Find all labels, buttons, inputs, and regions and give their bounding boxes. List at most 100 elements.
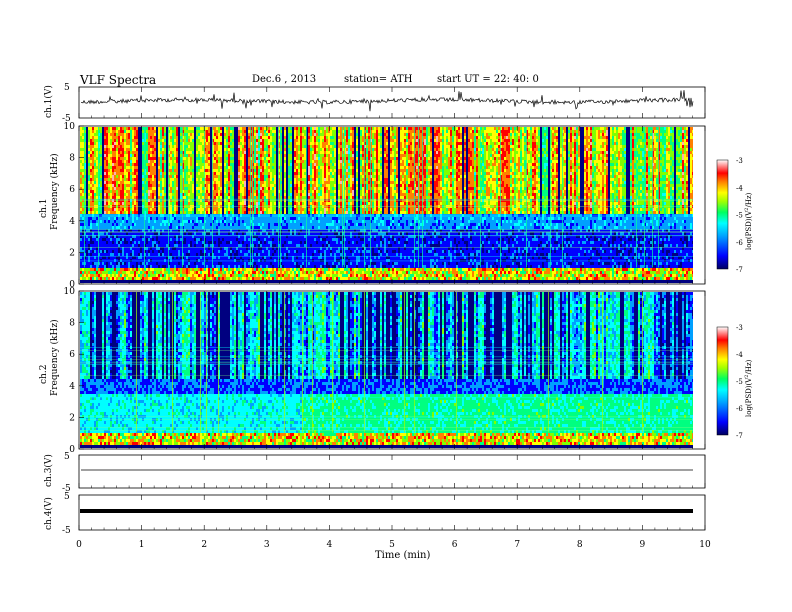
spectrogram-cell (198, 157, 200, 160)
spectrogram-cell (152, 184, 154, 187)
spectrogram-cell (254, 274, 256, 277)
spectrogram-cell (88, 211, 90, 214)
spectrogram-cell (100, 184, 102, 187)
spectrogram-cell (172, 253, 174, 256)
spectrogram-cell (210, 268, 212, 271)
spectrogram-cell (132, 190, 134, 193)
spectrogram-cell (268, 133, 270, 136)
spectrogram-cell (270, 169, 272, 172)
spectrogram-cell (126, 280, 128, 283)
spectrogram-cell (228, 241, 230, 244)
spectrogram-cell (216, 184, 218, 187)
spectrogram-cell (186, 211, 188, 214)
spectrogram-cell (164, 172, 166, 175)
spectrogram-cell (248, 169, 250, 172)
spectrogram-cell (152, 274, 154, 277)
spectrogram-cell (190, 181, 192, 184)
spectrogram-cell (140, 184, 142, 187)
spectrogram-cell (218, 202, 220, 205)
spectrogram-cell (102, 145, 104, 148)
spectrogram-cell (116, 277, 118, 280)
spectrogram-cell (164, 184, 166, 187)
spectrogram-cell (226, 172, 228, 175)
spectrogram-cell (236, 208, 238, 211)
spectrogram-cell (108, 175, 110, 178)
spectrogram-cell (148, 133, 150, 136)
spectrogram-cell (160, 142, 162, 145)
spectrogram-cell (90, 238, 92, 241)
spectrogram-cell (192, 196, 194, 199)
spectrogram-cell (122, 193, 124, 196)
spectrogram-cell (102, 226, 104, 229)
spectrogram-cell (114, 226, 116, 229)
spectrogram-cell (220, 238, 222, 241)
spectrogram-cell (88, 274, 90, 277)
spectrogram-cell (82, 268, 84, 271)
spectrogram-cell (248, 178, 250, 181)
spectrogram-cell (162, 262, 164, 265)
spectrogram-cell (132, 157, 134, 160)
spectrogram-cell (228, 202, 230, 205)
spectrogram-cell (128, 157, 130, 160)
spectrogram-cell (116, 220, 118, 223)
spectrogram-cell (258, 148, 260, 151)
spectrogram-cell (90, 145, 92, 148)
spectrogram-cell (82, 133, 84, 136)
spectrogram-cell (180, 157, 182, 160)
spectrogram-cell (186, 175, 188, 178)
spectrogram-cell (206, 223, 208, 226)
spectrogram-cell (224, 208, 226, 211)
spectrogram-cell (152, 223, 154, 226)
spectrogram-cell (184, 163, 186, 166)
spectrogram-cell (172, 190, 174, 193)
spectrogram-cell (180, 184, 182, 187)
spectrogram-cell (180, 202, 182, 205)
spectrogram-cell (238, 196, 240, 199)
spectrogram-cell (260, 169, 262, 172)
spectrogram-cell (246, 163, 248, 166)
spectrogram-cell (120, 184, 122, 187)
spectrogram-cell (130, 268, 132, 271)
spectrogram-cell (166, 148, 168, 151)
spectrogram-cell (128, 238, 130, 241)
spectrogram-cell (148, 271, 150, 274)
spectrogram-cell (266, 136, 268, 139)
spectrogram-cell (222, 184, 224, 187)
spectrogram-cell (176, 160, 178, 163)
spectrogram-cell (84, 274, 86, 277)
spectrogram-cell (192, 184, 194, 187)
spectrogram-cell (244, 127, 246, 130)
spectrogram-cell (116, 178, 118, 181)
spectrogram-cell (122, 148, 124, 151)
spectrogram-cell (164, 175, 166, 178)
spectrogram-cell (164, 277, 166, 280)
spectrogram-cell (242, 154, 244, 157)
spectrogram-cell (228, 187, 230, 190)
spectrogram-cell (106, 178, 108, 181)
spectrogram-cell (194, 223, 196, 226)
spectrogram-cell (236, 226, 238, 229)
spectrogram-cell (216, 127, 218, 130)
spectrogram-cell (216, 238, 218, 241)
spectrogram-cell (242, 148, 244, 151)
spectrogram-cell (260, 178, 262, 181)
spectrogram-cell (176, 166, 178, 169)
spectrogram-cell (86, 271, 88, 274)
spectrogram-cell (110, 157, 112, 160)
spectrogram-cell (248, 211, 250, 214)
spectrogram-cell (180, 148, 182, 151)
spectrogram-cell (242, 175, 244, 178)
spectrogram-cell (176, 181, 178, 184)
spectrogram-cell (190, 217, 192, 220)
spectrogram-cell (166, 244, 168, 247)
spectrogram-cell (164, 142, 166, 145)
spectrogram-cell (196, 280, 198, 283)
spectrogram-cell (150, 151, 152, 154)
spectrogram-cell (174, 172, 176, 175)
spectrogram-cell (140, 145, 142, 148)
spectrogram-cell (166, 151, 168, 154)
spectrogram-cell (178, 169, 180, 172)
spectrogram-cell (110, 208, 112, 211)
spectrogram-cell (260, 259, 262, 262)
spectrogram-cell (108, 193, 110, 196)
